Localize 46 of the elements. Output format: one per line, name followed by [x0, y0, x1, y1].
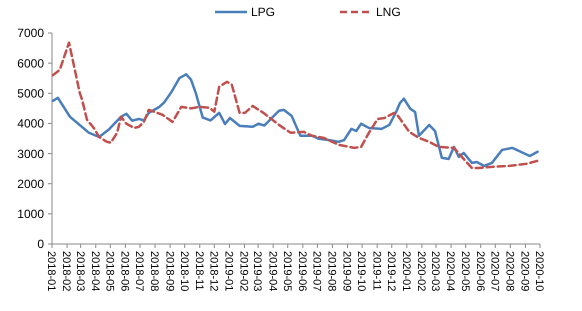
- y-tick-label: 7000: [17, 26, 44, 40]
- x-tick-label: 2019-09: [340, 251, 353, 292]
- y-tick-label: 4000: [17, 116, 44, 131]
- x-tick-label: 2018-09: [163, 251, 176, 292]
- x-tick-label: 2018-06: [118, 251, 131, 292]
- x-tick-label: 2020-01: [400, 251, 412, 292]
- x-tick-label: 2019-11: [370, 251, 382, 291]
- x-tick-label: 2019-07: [310, 251, 323, 292]
- x-tick-label: 2018-08: [148, 251, 160, 292]
- x-tick-label: 2018-03: [74, 251, 86, 292]
- x-tick-label: 2018-07: [133, 251, 146, 292]
- x-tick-label: 2020-03: [429, 251, 442, 292]
- x-tick-label: 2018-02: [60, 251, 72, 292]
- x-tick-label: 2019-02: [238, 251, 250, 292]
- x-tick-label: 2019-04: [266, 251, 278, 292]
- y-tick-label: 5000: [17, 86, 44, 100]
- x-tick-label: 2018-04: [88, 251, 101, 292]
- x-tick-label: 2018-12: [207, 251, 220, 292]
- legend-label: LPG: [251, 5, 276, 20]
- x-tick-label: 2020-06: [474, 251, 486, 292]
- x-tick-label: 2019-08: [326, 251, 338, 292]
- y-tick-label: 6000: [17, 56, 44, 70]
- x-tick-label: 2020-04: [444, 251, 456, 292]
- x-tick-label: 2020-09: [518, 251, 531, 292]
- x-tick-label: 2018-05: [103, 251, 116, 292]
- y-tick-label: 0: [37, 237, 44, 252]
- x-tick-label: 2018-01: [45, 251, 58, 292]
- x-tick-label: 2018-10: [178, 251, 190, 292]
- x-tick-label: 2020-02: [415, 251, 428, 292]
- y-tick-label: 3000: [17, 146, 44, 161]
- y-tick-label: 2000: [17, 176, 44, 191]
- x-tick-label: 2019-06: [296, 251, 308, 292]
- x-tick-label: 2018-11: [192, 251, 205, 291]
- x-tick-label: 2019-03: [251, 251, 264, 292]
- x-tick-label: 2020-07: [488, 251, 500, 292]
- line-series: [52, 41, 539, 170]
- x-tick-label: 2020-10: [533, 251, 546, 292]
- x-tick-label: 2020-05: [458, 251, 471, 292]
- x-tick-label: 2019-05: [280, 251, 293, 292]
- line-series: [52, 73, 539, 168]
- x-tick-label: 2019-01: [222, 251, 235, 292]
- x-tick-label: 2019-12: [384, 251, 397, 292]
- y-tick-label: 1000: [17, 207, 44, 222]
- x-tick-label: 2019-10: [355, 251, 368, 292]
- legend-label: LNG: [376, 5, 401, 20]
- x-tick-label: 2020-08: [504, 251, 516, 292]
